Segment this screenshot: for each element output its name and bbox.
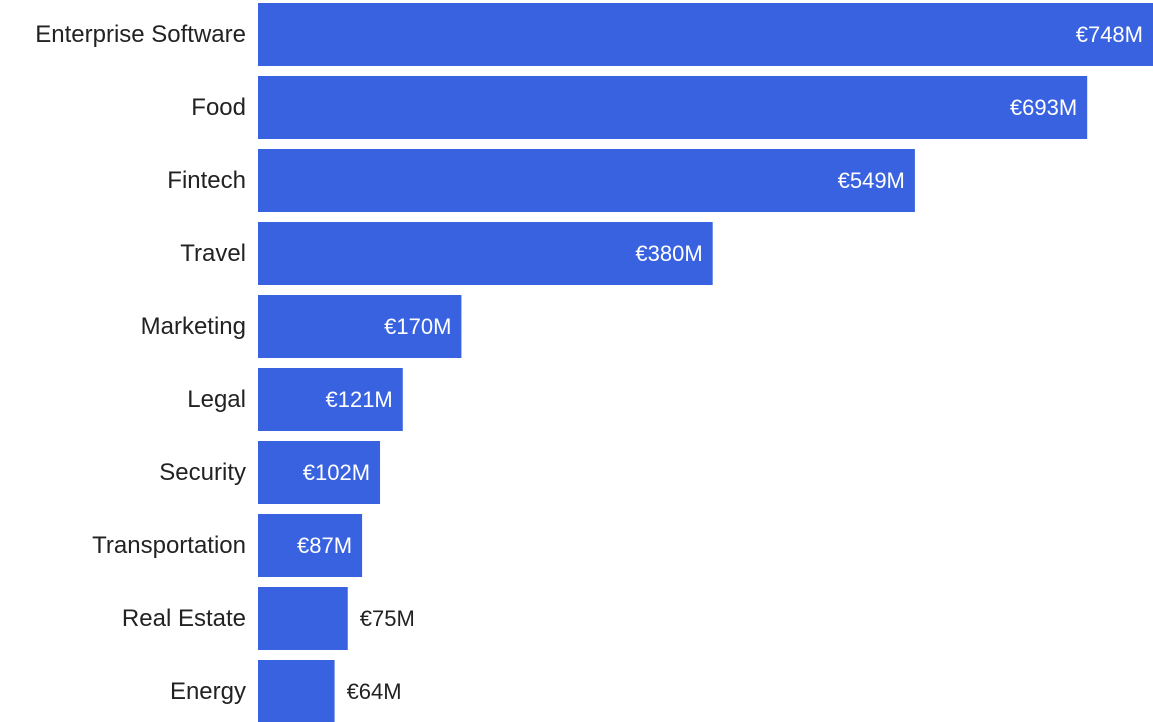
value-label-fintech: €549M: [838, 168, 905, 193]
bars: [258, 3, 1153, 722]
bar-real-estate: [258, 587, 348, 650]
category-labels: Enterprise Software Food Fintech Travel Mark…: [35, 21, 246, 705]
value-label-food: €693M: [1010, 95, 1077, 120]
category-label-travel: Travel: [180, 240, 246, 267]
category-label-security: Security: [159, 459, 246, 486]
bar-marketing: [258, 295, 462, 358]
bar-fintech: [258, 149, 915, 212]
bar-enterprise-software: [258, 3, 1153, 66]
bar-travel: [258, 222, 713, 285]
bar-security: [258, 441, 381, 504]
value-labels: €748M €693M €549M €380M €170M €121M €102M €87M €…: [297, 22, 1143, 704]
value-label-legal: €121M: [325, 387, 392, 412]
category-label-marketing: Marketing: [141, 313, 246, 340]
bar-legal: [258, 368, 403, 431]
category-label-transportation: Transportation: [92, 532, 246, 559]
value-label-real-estate: €75M: [360, 606, 415, 631]
value-label-enterprise-software: €748M: [1076, 22, 1143, 47]
category-label-fintech: Fintech: [167, 167, 246, 194]
category-label-food: Food: [191, 94, 246, 121]
category-label-energy: Energy: [170, 678, 246, 705]
bar-energy: [258, 660, 335, 722]
value-label-energy: €64M: [347, 679, 402, 704]
bar-transportation: [258, 514, 363, 577]
category-label-real-estate: Real Estate: [122, 605, 246, 632]
bar-food: [258, 76, 1088, 139]
value-label-travel: €380M: [635, 241, 702, 266]
value-label-security: €102M: [303, 460, 370, 485]
category-label-enterprise-software: Enterprise Software: [35, 21, 246, 48]
category-label-legal: Legal: [187, 386, 246, 413]
value-label-transportation: €87M: [297, 533, 352, 558]
value-label-marketing: €170M: [384, 314, 451, 339]
